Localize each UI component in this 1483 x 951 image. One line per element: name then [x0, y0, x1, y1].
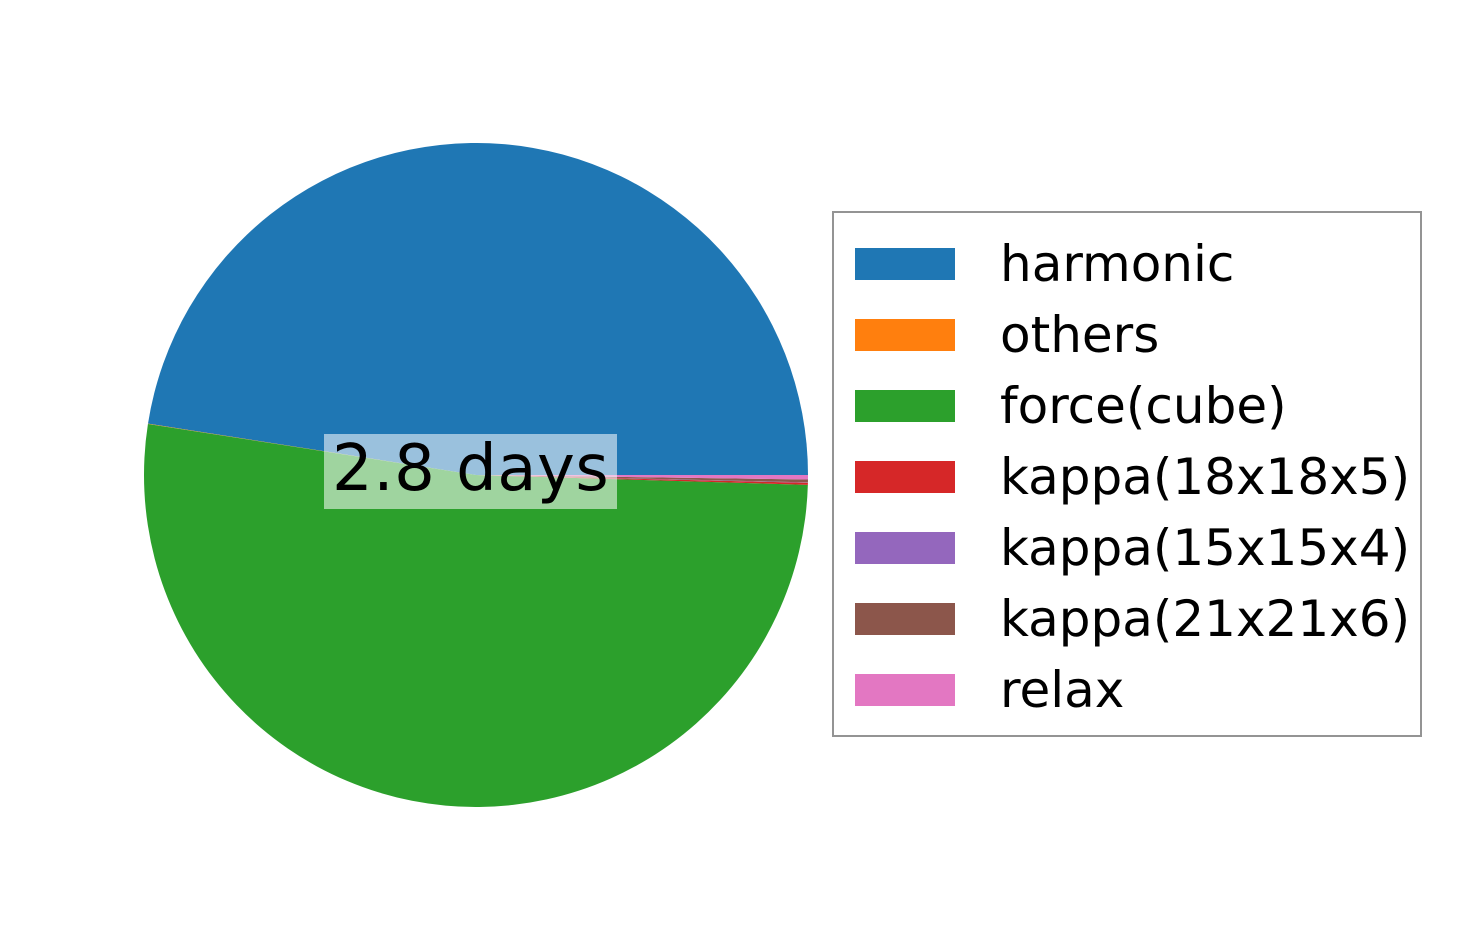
legend-swatch-icon	[855, 460, 955, 493]
legend-entry[interactable]: kappa(15x15x4)	[855, 512, 1420, 583]
legend-entry[interactable]: harmonic	[855, 228, 1420, 299]
legend-entry-label: others	[1000, 305, 1160, 364]
legend-entry-label: kappa(18x18x5)	[1000, 447, 1411, 506]
legend-entry[interactable]: force(cube)	[855, 370, 1420, 441]
pie-slice-group	[144, 143, 808, 807]
legend-entry-label: relax	[1000, 660, 1125, 719]
pie-chart	[144, 143, 808, 807]
legend-swatch-icon	[855, 673, 955, 706]
legend-entry-label: force(cube)	[1000, 376, 1287, 435]
pie-slice-forcecube	[144, 424, 808, 807]
legend-entry-label: harmonic	[1000, 234, 1235, 293]
legend-swatch-icon	[855, 602, 955, 635]
legend-entry-list: harmonic others force(cube) kappa(18x18x5) k…	[855, 228, 1420, 725]
pie-svg	[144, 143, 808, 807]
legend-entry-label: kappa(15x15x4)	[1000, 518, 1411, 577]
legend-swatch-icon	[855, 318, 955, 351]
legend-swatch-icon	[855, 531, 955, 564]
legend-entry[interactable]: others	[855, 299, 1420, 370]
pie-center-label: 2.8 days	[324, 434, 618, 510]
legend-swatch-icon	[855, 247, 955, 280]
pie-slice-harmonic	[147, 143, 808, 475]
legend-entry-label: kappa(21x21x6)	[1000, 589, 1411, 648]
legend-entry[interactable]: kappa(18x18x5)	[855, 441, 1420, 512]
legend-box: harmonic others force(cube) kappa(18x18x5) k…	[832, 211, 1422, 737]
legend-swatch-icon	[855, 389, 955, 422]
legend-entry[interactable]: kappa(21x21x6)	[855, 583, 1420, 654]
legend-entry[interactable]: relax	[855, 654, 1420, 725]
